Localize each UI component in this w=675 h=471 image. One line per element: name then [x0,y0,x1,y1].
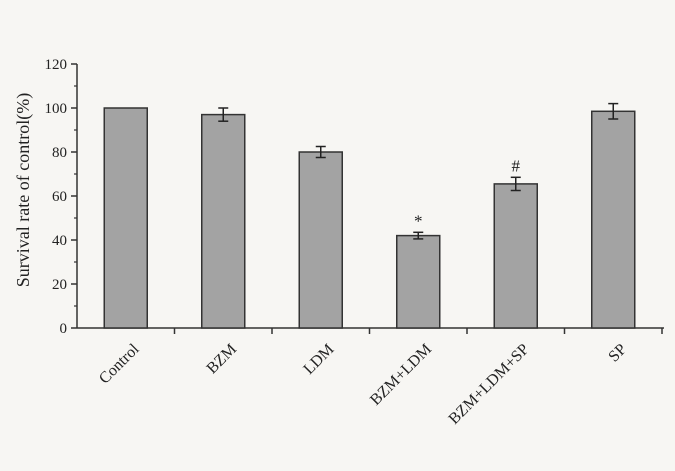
error-bar [218,107,229,122]
x-category-label: SP [605,341,630,366]
significance-mark: # [512,156,521,175]
error-bar [608,102,619,120]
bar-sp [591,110,636,329]
x-category-label: BZM+LDM+SP [446,341,533,428]
error-bar [315,145,326,159]
x-category-label: BZM+LDM [367,341,435,409]
y-tick-label: 20 [52,277,67,293]
y-axis-title: Survival rate of control(%) [13,93,34,287]
bar-control [103,107,148,329]
bar-bzm [201,113,246,329]
bar-bzm-ldm [396,234,441,329]
bar-ldm [298,151,343,329]
y-axis: 0 20 40 60 80 100 120 [45,57,78,337]
error-bar [413,231,424,240]
significance-mark: * [414,211,423,230]
y-tick-label: 0 [60,321,68,337]
y-tick-label: 60 [52,189,67,205]
x-category-label: Control [96,340,143,387]
y-tick-label: 120 [45,57,68,73]
x-axis [77,327,664,334]
x-category-label: LDM [300,341,337,378]
y-tick-label: 100 [45,101,68,117]
bar-bzm-ldm-sp [493,183,538,329]
bars: Control BZM LDM * BZM+LDM # BZM+LDM+SP SP [96,102,636,428]
x-category-label: BZM [204,341,241,378]
error-bar [510,176,521,192]
y-tick-label: 80 [52,145,67,161]
y-tick-label: 40 [52,233,67,249]
